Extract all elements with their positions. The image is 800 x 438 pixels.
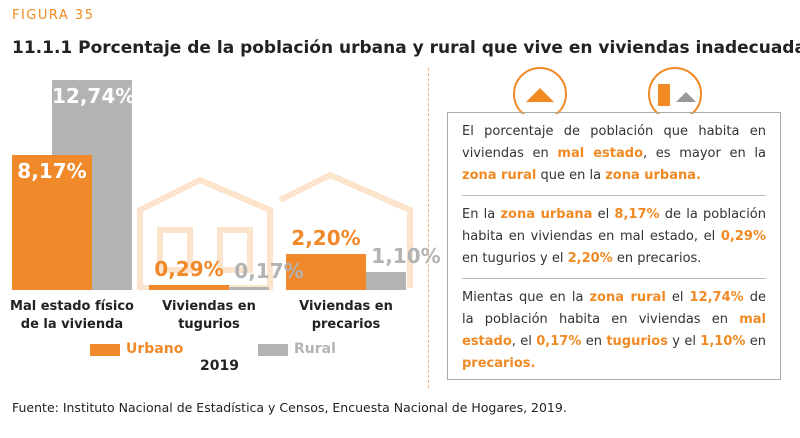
highlight: precarios.: [462, 356, 536, 371]
text: El porcentaje de población que habita en…: [462, 124, 766, 161]
text: En la: [462, 207, 501, 222]
bar: [149, 285, 229, 290]
figure-number: FIGURA 35: [12, 8, 95, 23]
legend-swatch: [258, 344, 288, 356]
highlight: tugurios: [606, 334, 668, 349]
highlight: 12,74%: [689, 290, 744, 305]
x-axis-label: 2019: [200, 358, 239, 374]
highlight: mal estado: [557, 146, 644, 161]
bar: [189, 287, 269, 290]
value-label: 1,10%: [371, 243, 441, 268]
value-label: 12,74%: [52, 84, 136, 108]
highlight: zona rural: [589, 290, 666, 305]
text: en: [581, 334, 607, 349]
highlight: zona rural: [462, 168, 537, 183]
highlight: 0,29%: [720, 229, 766, 244]
x-tick-label: Viviendas en precarios: [299, 299, 393, 332]
highlight: 2,20%: [567, 251, 613, 266]
text: y el: [667, 334, 701, 349]
text: en: [745, 334, 767, 349]
paragraph: En la zona urbana el 8,17% de la poblaci…: [462, 195, 766, 278]
highlight: 8,17%: [614, 207, 660, 222]
paragraph: Mientas que en la zona rural el 12,74% d…: [462, 278, 766, 383]
highlight: 0,17%: [536, 334, 582, 349]
text: , el: [511, 334, 537, 349]
highlight: zona urbana.: [605, 168, 701, 183]
text: , es mayor en la: [643, 146, 766, 161]
text: que en la: [536, 168, 606, 183]
text: en precarios.: [612, 251, 702, 266]
title: 11.1.1 Porcentaje de la población urbana…: [12, 38, 800, 58]
divider: [428, 68, 429, 388]
text: en tugurios y el: [462, 251, 568, 266]
paragraph: El porcentaje de población que habita en…: [462, 113, 766, 195]
source: Fuente: Instituto Nacional de Estadístic…: [12, 400, 567, 415]
x-tick-label: Mal estado físico de la vivienda: [10, 299, 134, 332]
value-label: 2,20%: [291, 225, 361, 250]
legend-label: Rural: [294, 341, 336, 357]
text: el: [592, 207, 615, 222]
text: Mientas que en la: [462, 290, 590, 305]
highlight: zona urbana: [500, 207, 593, 222]
text-panel: El porcentaje de población que habita en…: [447, 112, 781, 380]
text: de la población habita en viviendas en m…: [462, 207, 766, 244]
text: el: [665, 290, 690, 305]
highlight: mal estado: [462, 312, 766, 349]
legend-swatch: [90, 344, 120, 356]
bar: [12, 155, 92, 290]
value-label: 0,29%: [154, 257, 224, 282]
icons: [513, 67, 702, 114]
text: de la población habita en viviendas en: [462, 290, 767, 327]
value-label: 8,17%: [17, 159, 87, 184]
x-tick-label: Viviendas en tugurios: [162, 299, 256, 332]
bar: [286, 253, 366, 290]
legend-label: Urbano: [126, 341, 184, 357]
background-house: [137, 171, 413, 290]
value-label: 0,17%: [234, 259, 304, 284]
highlight: 1,10%: [700, 334, 746, 349]
